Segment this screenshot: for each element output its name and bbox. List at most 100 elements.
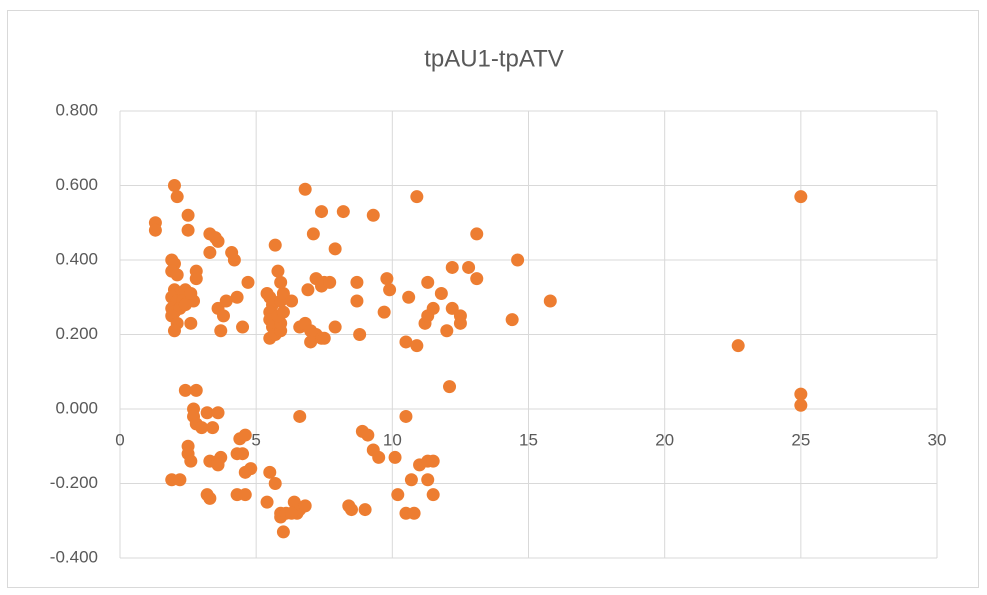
point xyxy=(317,331,331,345)
point xyxy=(206,421,220,435)
point xyxy=(285,294,299,308)
x-tick-label: 0 xyxy=(115,430,124,449)
point xyxy=(236,320,250,334)
point xyxy=(399,335,413,349)
x-tick-label: 10 xyxy=(383,430,402,449)
point xyxy=(402,290,416,304)
point xyxy=(350,294,364,308)
point xyxy=(216,309,230,323)
point xyxy=(543,294,557,308)
point xyxy=(203,246,217,260)
point xyxy=(361,428,375,442)
point xyxy=(195,421,209,435)
point xyxy=(167,324,181,338)
point xyxy=(404,473,418,487)
point xyxy=(511,253,525,267)
point xyxy=(426,301,440,315)
point xyxy=(238,428,252,442)
point xyxy=(794,190,808,204)
point xyxy=(383,283,397,297)
point xyxy=(306,227,320,241)
point xyxy=(298,499,312,513)
y-tick-label: 0.000 xyxy=(55,398,98,417)
point xyxy=(227,253,241,267)
point xyxy=(399,409,413,423)
point xyxy=(274,275,288,289)
point xyxy=(268,477,282,490)
point xyxy=(350,275,364,289)
point xyxy=(184,316,198,330)
y-tick-label: 0.800 xyxy=(55,100,98,119)
point xyxy=(263,465,277,479)
point xyxy=(328,320,342,334)
point xyxy=(380,272,394,286)
point xyxy=(323,275,337,289)
point xyxy=(731,339,745,353)
point xyxy=(410,190,424,204)
x-tick-label: 25 xyxy=(791,430,810,449)
point xyxy=(421,473,435,487)
point xyxy=(421,275,435,289)
point xyxy=(181,223,195,237)
point xyxy=(189,383,203,397)
point xyxy=(170,268,184,282)
point xyxy=(426,454,440,468)
point xyxy=(271,264,285,278)
point xyxy=(328,242,342,256)
point xyxy=(445,260,459,274)
x-tick-label: 15 xyxy=(519,430,538,449)
y-tick-label: -0.200 xyxy=(50,473,98,492)
point xyxy=(407,506,421,520)
point xyxy=(181,208,195,222)
point xyxy=(298,182,312,196)
point xyxy=(426,488,440,502)
point xyxy=(293,409,307,423)
point xyxy=(167,179,181,192)
point xyxy=(344,503,358,517)
point xyxy=(353,328,367,341)
point xyxy=(440,324,454,338)
point xyxy=(315,205,329,219)
point xyxy=(410,339,424,353)
point xyxy=(244,462,258,476)
point xyxy=(200,406,214,420)
point xyxy=(230,447,244,461)
point xyxy=(794,398,808,412)
point xyxy=(285,506,299,520)
x-tick-label: 5 xyxy=(251,430,260,449)
point xyxy=(184,454,198,468)
point xyxy=(377,305,391,319)
point xyxy=(336,205,350,219)
y-tick-label: 0.400 xyxy=(55,249,98,268)
y-tick-label: -0.400 xyxy=(50,547,98,566)
point xyxy=(230,290,244,304)
point xyxy=(170,190,184,204)
point xyxy=(238,488,252,502)
point xyxy=(178,298,192,312)
point xyxy=(184,287,198,301)
point xyxy=(391,488,405,502)
y-tick-label: 0.600 xyxy=(55,175,98,194)
point xyxy=(453,316,467,330)
point xyxy=(304,335,318,349)
point xyxy=(794,387,808,401)
point xyxy=(189,264,203,278)
point xyxy=(470,227,484,241)
y-tick-label: 0.200 xyxy=(55,324,98,343)
point xyxy=(173,473,187,487)
point xyxy=(211,406,225,420)
point xyxy=(366,208,380,222)
point xyxy=(372,450,386,464)
chart-title: tpAU1-tpATV xyxy=(424,45,564,72)
x-tick-label: 30 xyxy=(928,430,947,449)
point xyxy=(388,450,402,464)
point xyxy=(462,260,476,274)
point xyxy=(211,234,225,248)
point xyxy=(434,287,448,301)
point xyxy=(211,458,225,472)
point xyxy=(276,305,290,319)
point xyxy=(203,491,217,505)
point xyxy=(470,272,484,286)
point xyxy=(301,283,315,297)
